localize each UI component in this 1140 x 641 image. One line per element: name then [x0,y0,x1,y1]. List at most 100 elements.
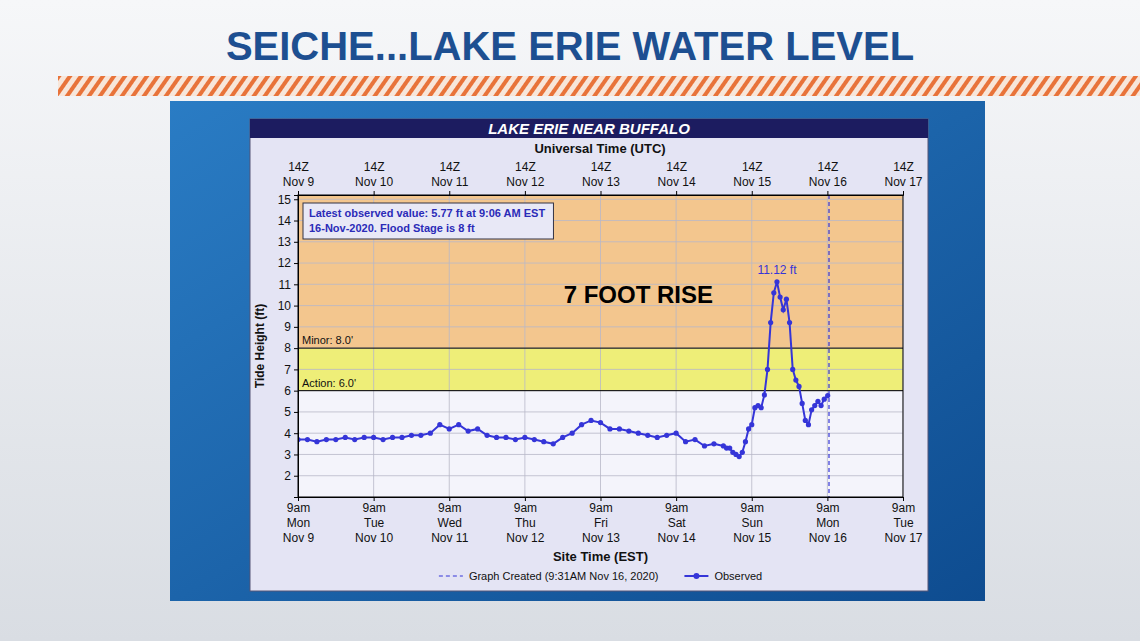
series-marker [588,418,593,423]
x-tick: 9amFriNov 13 [582,497,620,545]
y-tick-mark [294,199,298,200]
x2-tick-label: 14ZNov 15 [733,160,771,189]
x2-tick: 14ZNov 12 [506,160,544,195]
series-marker [466,428,471,433]
tick-label-line: 14Z [893,160,914,174]
y-tick-label: 6 [284,384,291,398]
series-marker [437,422,442,427]
tick-label-line: Thu [515,516,536,530]
grid-line-x [373,195,374,497]
x-axis-title: Site Time (EST) [553,549,648,564]
y-tick: 13 [278,235,298,249]
series-marker [655,435,660,440]
series-marker [803,418,808,423]
series-marker [380,437,385,442]
chart-title: LAKE ERIE NEAR BUFFALO [488,120,690,137]
canvas: SEICHE...LAKE ERIE WATER LEVEL LAKE ERIE … [0,0,1140,641]
y-tick-mark [294,348,298,349]
tick-label-line: 14Z [515,160,536,174]
x-axis: 9amMonNov 99amTueNov 109amWedNov 119amTh… [283,497,923,545]
y-tick-mark [294,391,298,392]
tick-label-line: Nov 13 [582,531,620,545]
series-marker [768,320,773,325]
y-tick-label: 3 [284,448,291,462]
series-marker [793,377,798,382]
grid-line-y [298,390,903,391]
tick-label-line: 9am [362,501,385,515]
series-marker [371,435,376,440]
y-tick: 11 [279,278,298,292]
series-marker [674,431,679,436]
y-tick-label: 12 [278,256,292,270]
y-tick-label: 5 [284,405,291,419]
x-tick-label: 9amTueNov 10 [355,501,393,545]
tick-label-line: 9am [438,501,461,515]
series-marker [305,437,310,442]
y-tick: 4 [284,427,298,441]
chart-frame [250,119,928,591]
x2-tick-label: 14ZNov 9 [283,160,315,189]
threshold-label: Minor: 8.0' [302,334,353,346]
y-tick-label: 7 [284,363,291,377]
x2-tick: 14ZNov 11 [431,160,468,195]
x-tick: 9amSunNov 15 [733,497,771,545]
series-marker [636,431,641,436]
tick-label-line: Tue [364,516,385,530]
grid-line-x [600,195,601,497]
x2-tick-mark [676,191,677,195]
series-line [298,282,828,457]
series-marker [815,399,820,404]
annotation: 7 FOOT RISE [564,281,713,308]
y-tick-label: 14 [278,214,292,228]
tick-label-line: Sun [742,516,763,530]
tick-label-line: 9am [741,501,764,515]
series-marker [765,367,770,372]
series-marker [762,392,767,397]
y-tick: 6 [284,384,298,398]
series-marker [784,297,789,302]
x-tick-label: 9amMonNov 9 [283,501,315,545]
tick-label-line: Nov 14 [658,531,696,545]
y-tick-label: 9 [284,320,291,334]
graph-created-line [828,195,829,497]
tick-label-line: 9am [665,501,688,515]
threshold-line [298,390,903,391]
y-tick-label: 15 [278,193,292,207]
y-tick-label: 10 [278,299,292,313]
y-tick-label: 13 [278,235,292,249]
series-marker [352,437,357,442]
x2-tick-label: 14ZNov 14 [658,160,696,189]
background [0,0,1140,641]
series-marker [818,403,823,408]
tick-label-line: Nov 16 [809,175,847,189]
series-marker [812,403,817,408]
y-tick-mark [294,369,298,370]
tick-label-line: Nov 16 [809,531,847,545]
headline: SEICHE...LAKE ERIE WATER LEVEL [226,24,914,68]
x2-tick-mark [601,191,602,195]
y-tick: 3 [284,448,298,462]
series-marker [484,433,489,438]
y-axis-title: Tide Height (ft) [253,304,267,388]
tick-label-line: Sat [668,516,687,530]
y-tick: 2 [284,469,298,483]
x-tick-label: 9amFriNov 13 [582,501,620,545]
series-marker [409,433,414,438]
y-tick-mark [294,263,298,264]
threshold-line [298,348,903,349]
series-marker [746,426,751,431]
legend-item: Graph Created (9:31AM Nov 16, 2020) [439,570,659,582]
tick-label-line: 14Z [364,160,385,174]
series-marker [532,437,537,442]
tick-label-line: 14Z [439,160,460,174]
series-marker [607,426,612,431]
x2-tick-label: 14ZNov 12 [506,160,544,189]
x2-tick: 14ZNov 16 [809,160,847,195]
y-tick: 9 [284,320,298,334]
series-marker [702,443,707,448]
legend-label: Graph Created (9:31AM Nov 16, 2020) [469,570,659,582]
tick-label-line: Nov 17 [884,175,922,189]
tick-label-line: 9am [892,501,915,515]
x2-tick: 14ZNov 9 [283,160,315,195]
series-marker [800,401,805,406]
